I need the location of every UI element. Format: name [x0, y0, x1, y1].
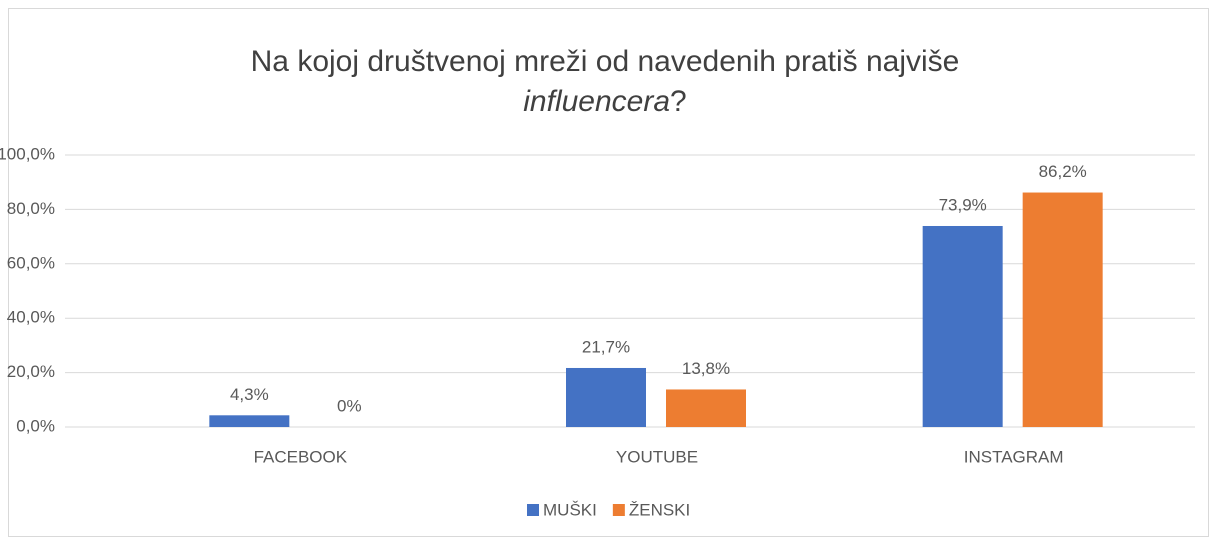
x-tick-label: YOUTUBE: [616, 447, 698, 466]
data-label: 4,3%: [230, 385, 269, 404]
x-tick-label: FACEBOOK: [254, 447, 348, 466]
chart-title-end: ?: [670, 85, 687, 118]
y-tick-label: 80,0%: [7, 199, 55, 218]
data-label: 73,9%: [939, 195, 987, 214]
chart-border: [8, 8, 1209, 537]
y-tick-label: 20,0%: [7, 362, 55, 381]
y-tick-label: 60,0%: [7, 253, 55, 272]
y-tick-label: 100,0%: [0, 144, 55, 163]
data-label: 86,2%: [1039, 162, 1087, 181]
bar: [566, 367, 646, 427]
bar: [922, 225, 1003, 427]
bar: [1022, 192, 1103, 427]
y-tick-label: 40,0%: [7, 308, 55, 327]
data-label: 21,7%: [582, 337, 630, 356]
chart-title-italic: influencera: [523, 85, 670, 118]
bar: [209, 415, 290, 427]
legend-swatch: [612, 504, 625, 516]
data-label: 0%: [337, 396, 362, 415]
legend-label: MUŠKI: [543, 500, 597, 519]
x-tick-label: INSTAGRAM: [964, 447, 1064, 466]
legend-swatch: [527, 504, 539, 516]
legend-label: ŽENSKI: [629, 500, 690, 519]
y-tick-label: 0,0%: [16, 416, 55, 435]
bar: [666, 389, 746, 427]
chart-title: Na kojoj društvenoj mreži od navedenih p…: [251, 45, 960, 78]
chart-title-line2: influencera?: [523, 85, 686, 118]
data-label: 13,8%: [682, 359, 730, 378]
